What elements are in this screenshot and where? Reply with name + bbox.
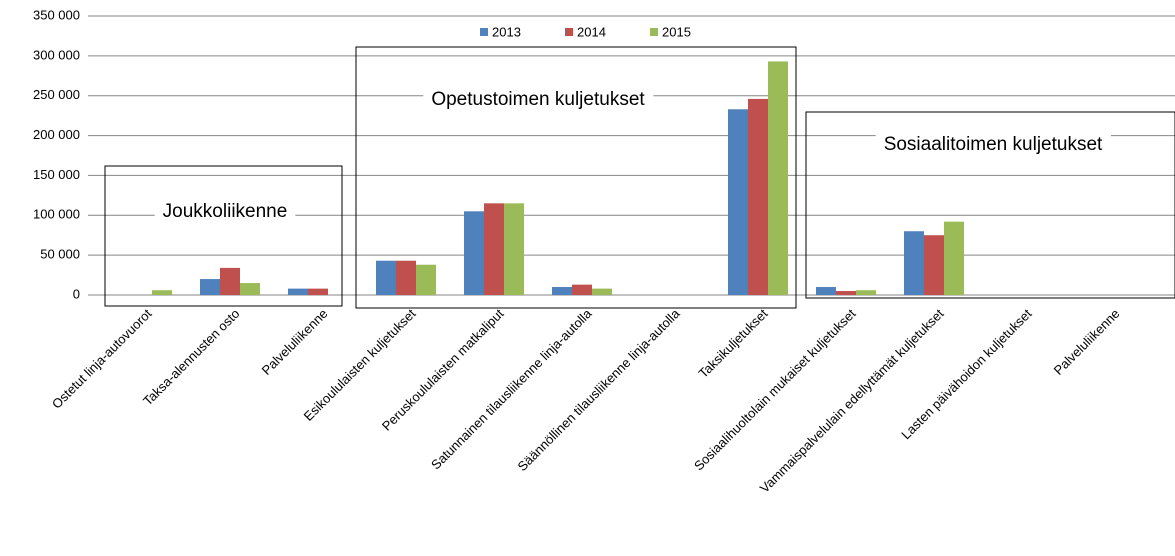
bar <box>416 264 436 295</box>
bar <box>504 203 524 295</box>
x-tick-label: Taksa-alennusten osto <box>140 306 243 409</box>
bar <box>836 291 856 295</box>
bar <box>152 290 172 295</box>
legend-swatch <box>565 28 573 36</box>
legend-swatch <box>480 28 488 36</box>
x-tick-label: Taksikuljetukset <box>696 306 771 381</box>
annotation-bg <box>875 132 1112 158</box>
y-tick-label: 350 000 <box>33 7 80 22</box>
x-tick-label: Säännöllinen tilausliikenne linja-autoll… <box>515 305 684 474</box>
x-tick-label: Ostetut linja-autovuorot <box>49 306 155 412</box>
bar <box>904 231 924 295</box>
bar <box>200 279 220 295</box>
bar <box>396 260 416 295</box>
bar <box>816 287 836 295</box>
y-tick-label: 100 000 <box>33 207 80 222</box>
bar <box>728 109 748 295</box>
bar <box>592 288 612 295</box>
annotation: Joukkoliikenne <box>163 201 288 222</box>
x-tick-label: Palveluliikenne <box>1051 306 1123 378</box>
y-tick-label: 200 000 <box>33 127 80 142</box>
y-tick-label: 300 000 <box>33 47 80 62</box>
bar <box>924 235 944 295</box>
legend-label: 2014 <box>577 24 606 39</box>
bar <box>572 284 592 295</box>
x-tick-label: Palveluliikenne <box>259 306 331 378</box>
bar <box>484 203 504 295</box>
bar <box>856 290 876 295</box>
annotation-box <box>805 111 1175 299</box>
x-tick-label: Sosiaalihuoltolain mukaiset kuljetukset <box>691 306 859 474</box>
annotation: Sosiaalitoimen kuljetukset <box>884 134 1103 155</box>
y-tick-label: 0 <box>73 286 80 301</box>
y-tick-label: 50 000 <box>40 247 80 262</box>
annotation-bg <box>154 199 296 225</box>
annotation-bg <box>423 87 654 113</box>
annotation: Opetustoimen kuljetukset <box>431 89 645 110</box>
legend-swatch <box>650 28 658 36</box>
legend-label: 2015 <box>662 24 691 39</box>
bar <box>748 98 768 295</box>
bar <box>768 61 788 296</box>
x-tick-label: Vammaispalvelulain edellyttämät kuljetuk… <box>757 306 947 496</box>
bar <box>288 288 308 295</box>
bar <box>240 283 260 295</box>
y-tick-label: 150 000 <box>33 167 80 182</box>
legend-label: 2013 <box>492 24 521 39</box>
bar <box>376 260 396 295</box>
annotation-box <box>355 46 797 309</box>
bar <box>464 211 484 295</box>
bar <box>308 288 328 295</box>
y-tick-label: 250 000 <box>33 87 80 102</box>
bar <box>220 267 240 295</box>
bar <box>944 221 964 295</box>
bar <box>552 287 572 295</box>
annotation-box <box>104 165 343 307</box>
x-tick-label: Satunnainen tilausliikenne linja-autolla <box>428 305 595 472</box>
